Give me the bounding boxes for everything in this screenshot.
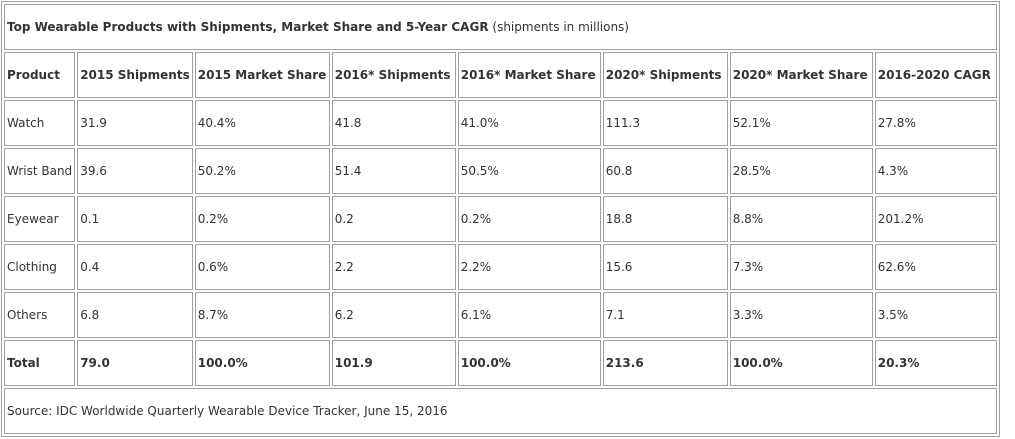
- total-cell: 100.0%: [194, 340, 330, 386]
- table-cell: 3.5%: [874, 292, 997, 338]
- table-cell: 6.8: [77, 292, 193, 338]
- table-cell: 15.6: [602, 244, 728, 290]
- table-cell: 2.2: [331, 244, 456, 290]
- total-cell: 79.0: [77, 340, 193, 386]
- table-cell: 51.4: [331, 148, 456, 194]
- wearables-table: Top Wearable Products with Shipments, Ma…: [1, 1, 1000, 437]
- table-cell: 7.1: [602, 292, 728, 338]
- table-cell: 52.1%: [729, 100, 873, 146]
- total-label: Total: [4, 340, 76, 386]
- table-cell: 41.8: [331, 100, 456, 146]
- header-row: Product 2015 Shipments 2015 Market Share…: [4, 52, 997, 98]
- table-cell: 0.2%: [457, 196, 601, 242]
- total-cell: 20.3%: [874, 340, 997, 386]
- table-cell: 201.2%: [874, 196, 997, 242]
- table-cell: 40.4%: [194, 100, 330, 146]
- header-2020-market-share: 2020* Market Share: [729, 52, 873, 98]
- table-row: Watch 31.9 40.4% 41.8 41.0% 111.3 52.1% …: [4, 100, 997, 146]
- table-title-note: (shipments in millions): [492, 20, 629, 34]
- table-cell: 0.6%: [194, 244, 330, 290]
- total-cell: 101.9: [331, 340, 456, 386]
- total-cell: 100.0%: [457, 340, 601, 386]
- table-cell: 6.2: [331, 292, 456, 338]
- row-watch-product: Watch: [4, 100, 76, 146]
- table-row: Others 6.8 8.7% 6.2 6.1% 7.1 3.3% 3.5%: [4, 292, 997, 338]
- row-wrist-band-product: Wrist Band: [4, 148, 76, 194]
- table-cell: 28.5%: [729, 148, 873, 194]
- table-cell: 60.8: [602, 148, 728, 194]
- table-cell: 27.8%: [874, 100, 997, 146]
- table-cell: 50.5%: [457, 148, 601, 194]
- table-cell: 41.0%: [457, 100, 601, 146]
- header-2016-market-share: 2016* Market Share: [457, 52, 601, 98]
- table-cell: 8.7%: [194, 292, 330, 338]
- table-cell: 3.3%: [729, 292, 873, 338]
- table-cell: 31.9: [77, 100, 193, 146]
- total-row: Total 79.0 100.0% 101.9 100.0% 213.6 100…: [4, 340, 997, 386]
- table-title: Top Wearable Products with Shipments, Ma…: [7, 20, 489, 34]
- table-cell: 4.3%: [874, 148, 997, 194]
- table-cell: 0.2: [331, 196, 456, 242]
- row-clothing-product: Clothing: [4, 244, 76, 290]
- table-cell: 6.1%: [457, 292, 601, 338]
- header-cagr: 2016-2020 CAGR: [874, 52, 997, 98]
- header-2015-shipments: 2015 Shipments: [77, 52, 193, 98]
- row-others-product: Others: [4, 292, 76, 338]
- source-note: Source: IDC Worldwide Quarterly Wearable…: [4, 388, 997, 434]
- row-eyewear-product: Eyewear: [4, 196, 76, 242]
- table-cell: 39.6: [77, 148, 193, 194]
- total-cell: 100.0%: [729, 340, 873, 386]
- header-2020-shipments: 2020* Shipments: [602, 52, 728, 98]
- table-cell: 18.8: [602, 196, 728, 242]
- table-title-cell: Top Wearable Products with Shipments, Ma…: [4, 4, 997, 50]
- table-cell: 111.3: [602, 100, 728, 146]
- table-cell: 62.6%: [874, 244, 997, 290]
- header-2016-shipments: 2016* Shipments: [331, 52, 456, 98]
- table-cell: 0.1: [77, 196, 193, 242]
- total-cell: 213.6: [602, 340, 728, 386]
- table-cell: 50.2%: [194, 148, 330, 194]
- table-row: Clothing 0.4 0.6% 2.2 2.2% 15.6 7.3% 62.…: [4, 244, 997, 290]
- table-cell: 7.3%: [729, 244, 873, 290]
- table-cell: 0.2%: [194, 196, 330, 242]
- table-cell: 2.2%: [457, 244, 601, 290]
- table-cell: 8.8%: [729, 196, 873, 242]
- table-row: Eyewear 0.1 0.2% 0.2 0.2% 18.8 8.8% 201.…: [4, 196, 997, 242]
- table-row: Wrist Band 39.6 50.2% 51.4 50.5% 60.8 28…: [4, 148, 997, 194]
- table-cell: 0.4: [77, 244, 193, 290]
- header-product: Product: [4, 52, 76, 98]
- header-2015-market-share: 2015 Market Share: [194, 52, 330, 98]
